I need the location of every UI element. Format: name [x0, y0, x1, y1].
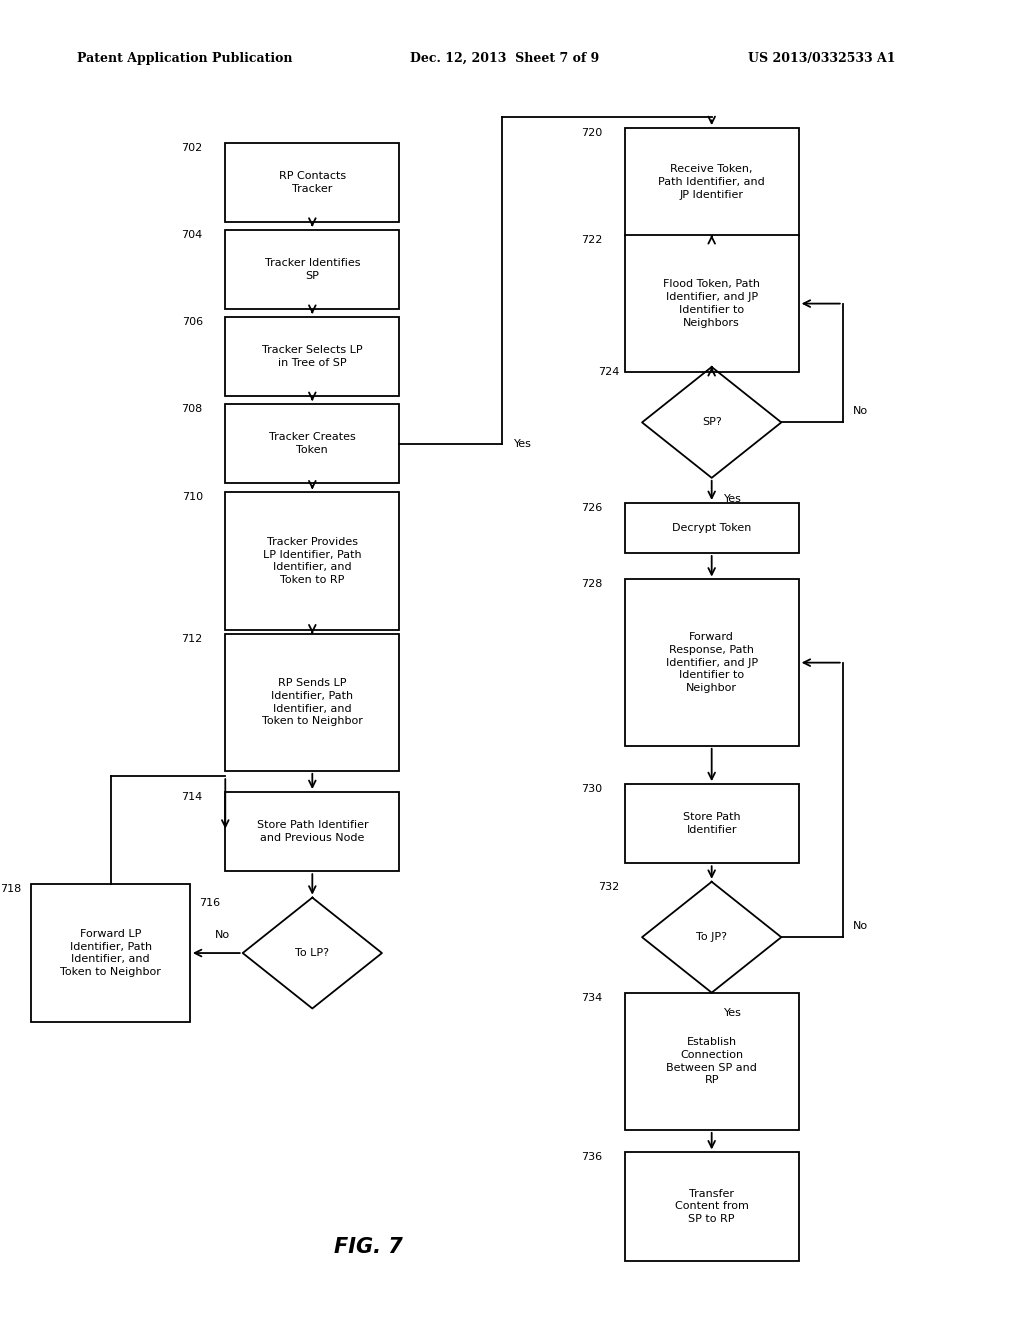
Polygon shape [642, 367, 781, 478]
Text: RP Sends LP
Identifier, Path
Identifier, and
Token to Neighbor: RP Sends LP Identifier, Path Identifier,… [262, 678, 362, 726]
Text: 710: 710 [181, 492, 203, 503]
Text: 714: 714 [181, 792, 203, 803]
Text: 716: 716 [199, 898, 220, 908]
FancyBboxPatch shape [625, 1152, 799, 1261]
Text: Establish
Connection
Between SP and
RP: Establish Connection Between SP and RP [667, 1038, 757, 1085]
FancyBboxPatch shape [225, 634, 399, 771]
Text: Store Path
Identifier: Store Path Identifier [683, 812, 740, 836]
Text: Yes: Yes [724, 494, 741, 504]
Text: FIG. 7: FIG. 7 [334, 1237, 403, 1258]
Text: No: No [853, 920, 868, 931]
Text: 706: 706 [181, 317, 203, 327]
Text: 726: 726 [581, 503, 602, 513]
FancyBboxPatch shape [625, 503, 799, 553]
Polygon shape [243, 898, 382, 1008]
Text: Dec. 12, 2013  Sheet 7 of 9: Dec. 12, 2013 Sheet 7 of 9 [410, 51, 599, 65]
Text: 732: 732 [598, 882, 620, 892]
Text: Tracker Provides
LP Identifier, Path
Identifier, and
Token to RP: Tracker Provides LP Identifier, Path Ide… [263, 537, 361, 585]
Text: Tracker Creates
Token: Tracker Creates Token [269, 432, 355, 455]
Text: 702: 702 [181, 143, 203, 153]
Text: 720: 720 [581, 128, 602, 139]
Text: 736: 736 [581, 1152, 602, 1163]
FancyBboxPatch shape [225, 317, 399, 396]
Text: 704: 704 [181, 230, 203, 240]
FancyBboxPatch shape [31, 884, 190, 1022]
Text: Tracker Selects LP
in Tree of SP: Tracker Selects LP in Tree of SP [262, 345, 362, 368]
FancyBboxPatch shape [625, 235, 799, 372]
Text: Receive Token,
Path Identifier, and
JP Identifier: Receive Token, Path Identifier, and JP I… [658, 165, 765, 199]
Text: No: No [853, 405, 868, 416]
Text: 722: 722 [581, 235, 602, 246]
FancyBboxPatch shape [625, 128, 799, 236]
Text: SP?: SP? [701, 417, 722, 428]
FancyBboxPatch shape [225, 143, 399, 222]
FancyBboxPatch shape [625, 993, 799, 1130]
FancyBboxPatch shape [625, 784, 799, 863]
Text: No: No [215, 929, 230, 940]
Text: Yes: Yes [514, 438, 531, 449]
Text: 730: 730 [581, 784, 602, 795]
Text: 724: 724 [598, 367, 620, 378]
Text: Yes: Yes [724, 1008, 741, 1019]
FancyBboxPatch shape [225, 492, 399, 630]
Text: Forward
Response, Path
Identifier, and JP
Identifier to
Neighbor: Forward Response, Path Identifier, and J… [666, 632, 758, 693]
Text: Flood Token, Path
Identifier, and JP
Identifier to
Neighbors: Flood Token, Path Identifier, and JP Ide… [664, 280, 760, 327]
Text: RP Contacts
Tracker: RP Contacts Tracker [279, 170, 346, 194]
Text: 712: 712 [181, 634, 203, 644]
Text: Decrypt Token: Decrypt Token [672, 523, 752, 533]
Text: Store Path Identifier
and Previous Node: Store Path Identifier and Previous Node [256, 820, 369, 843]
Text: Tracker Identifies
SP: Tracker Identifies SP [264, 257, 360, 281]
FancyBboxPatch shape [625, 579, 799, 746]
Text: 728: 728 [581, 579, 602, 590]
FancyBboxPatch shape [225, 404, 399, 483]
Text: 708: 708 [181, 404, 203, 414]
FancyBboxPatch shape [225, 792, 399, 871]
Polygon shape [642, 882, 781, 993]
Text: Forward LP
Identifier, Path
Identifier, and
Token to Neighbor: Forward LP Identifier, Path Identifier, … [60, 929, 161, 977]
Text: Transfer
Content from
SP to RP: Transfer Content from SP to RP [675, 1189, 749, 1224]
Text: US 2013/0332533 A1: US 2013/0332533 A1 [748, 51, 895, 65]
FancyBboxPatch shape [225, 230, 399, 309]
Text: To LP?: To LP? [295, 948, 330, 958]
Text: Patent Application Publication: Patent Application Publication [77, 51, 292, 65]
Text: To JP?: To JP? [696, 932, 727, 942]
Text: 734: 734 [581, 993, 602, 1003]
Text: 718: 718 [0, 884, 20, 895]
